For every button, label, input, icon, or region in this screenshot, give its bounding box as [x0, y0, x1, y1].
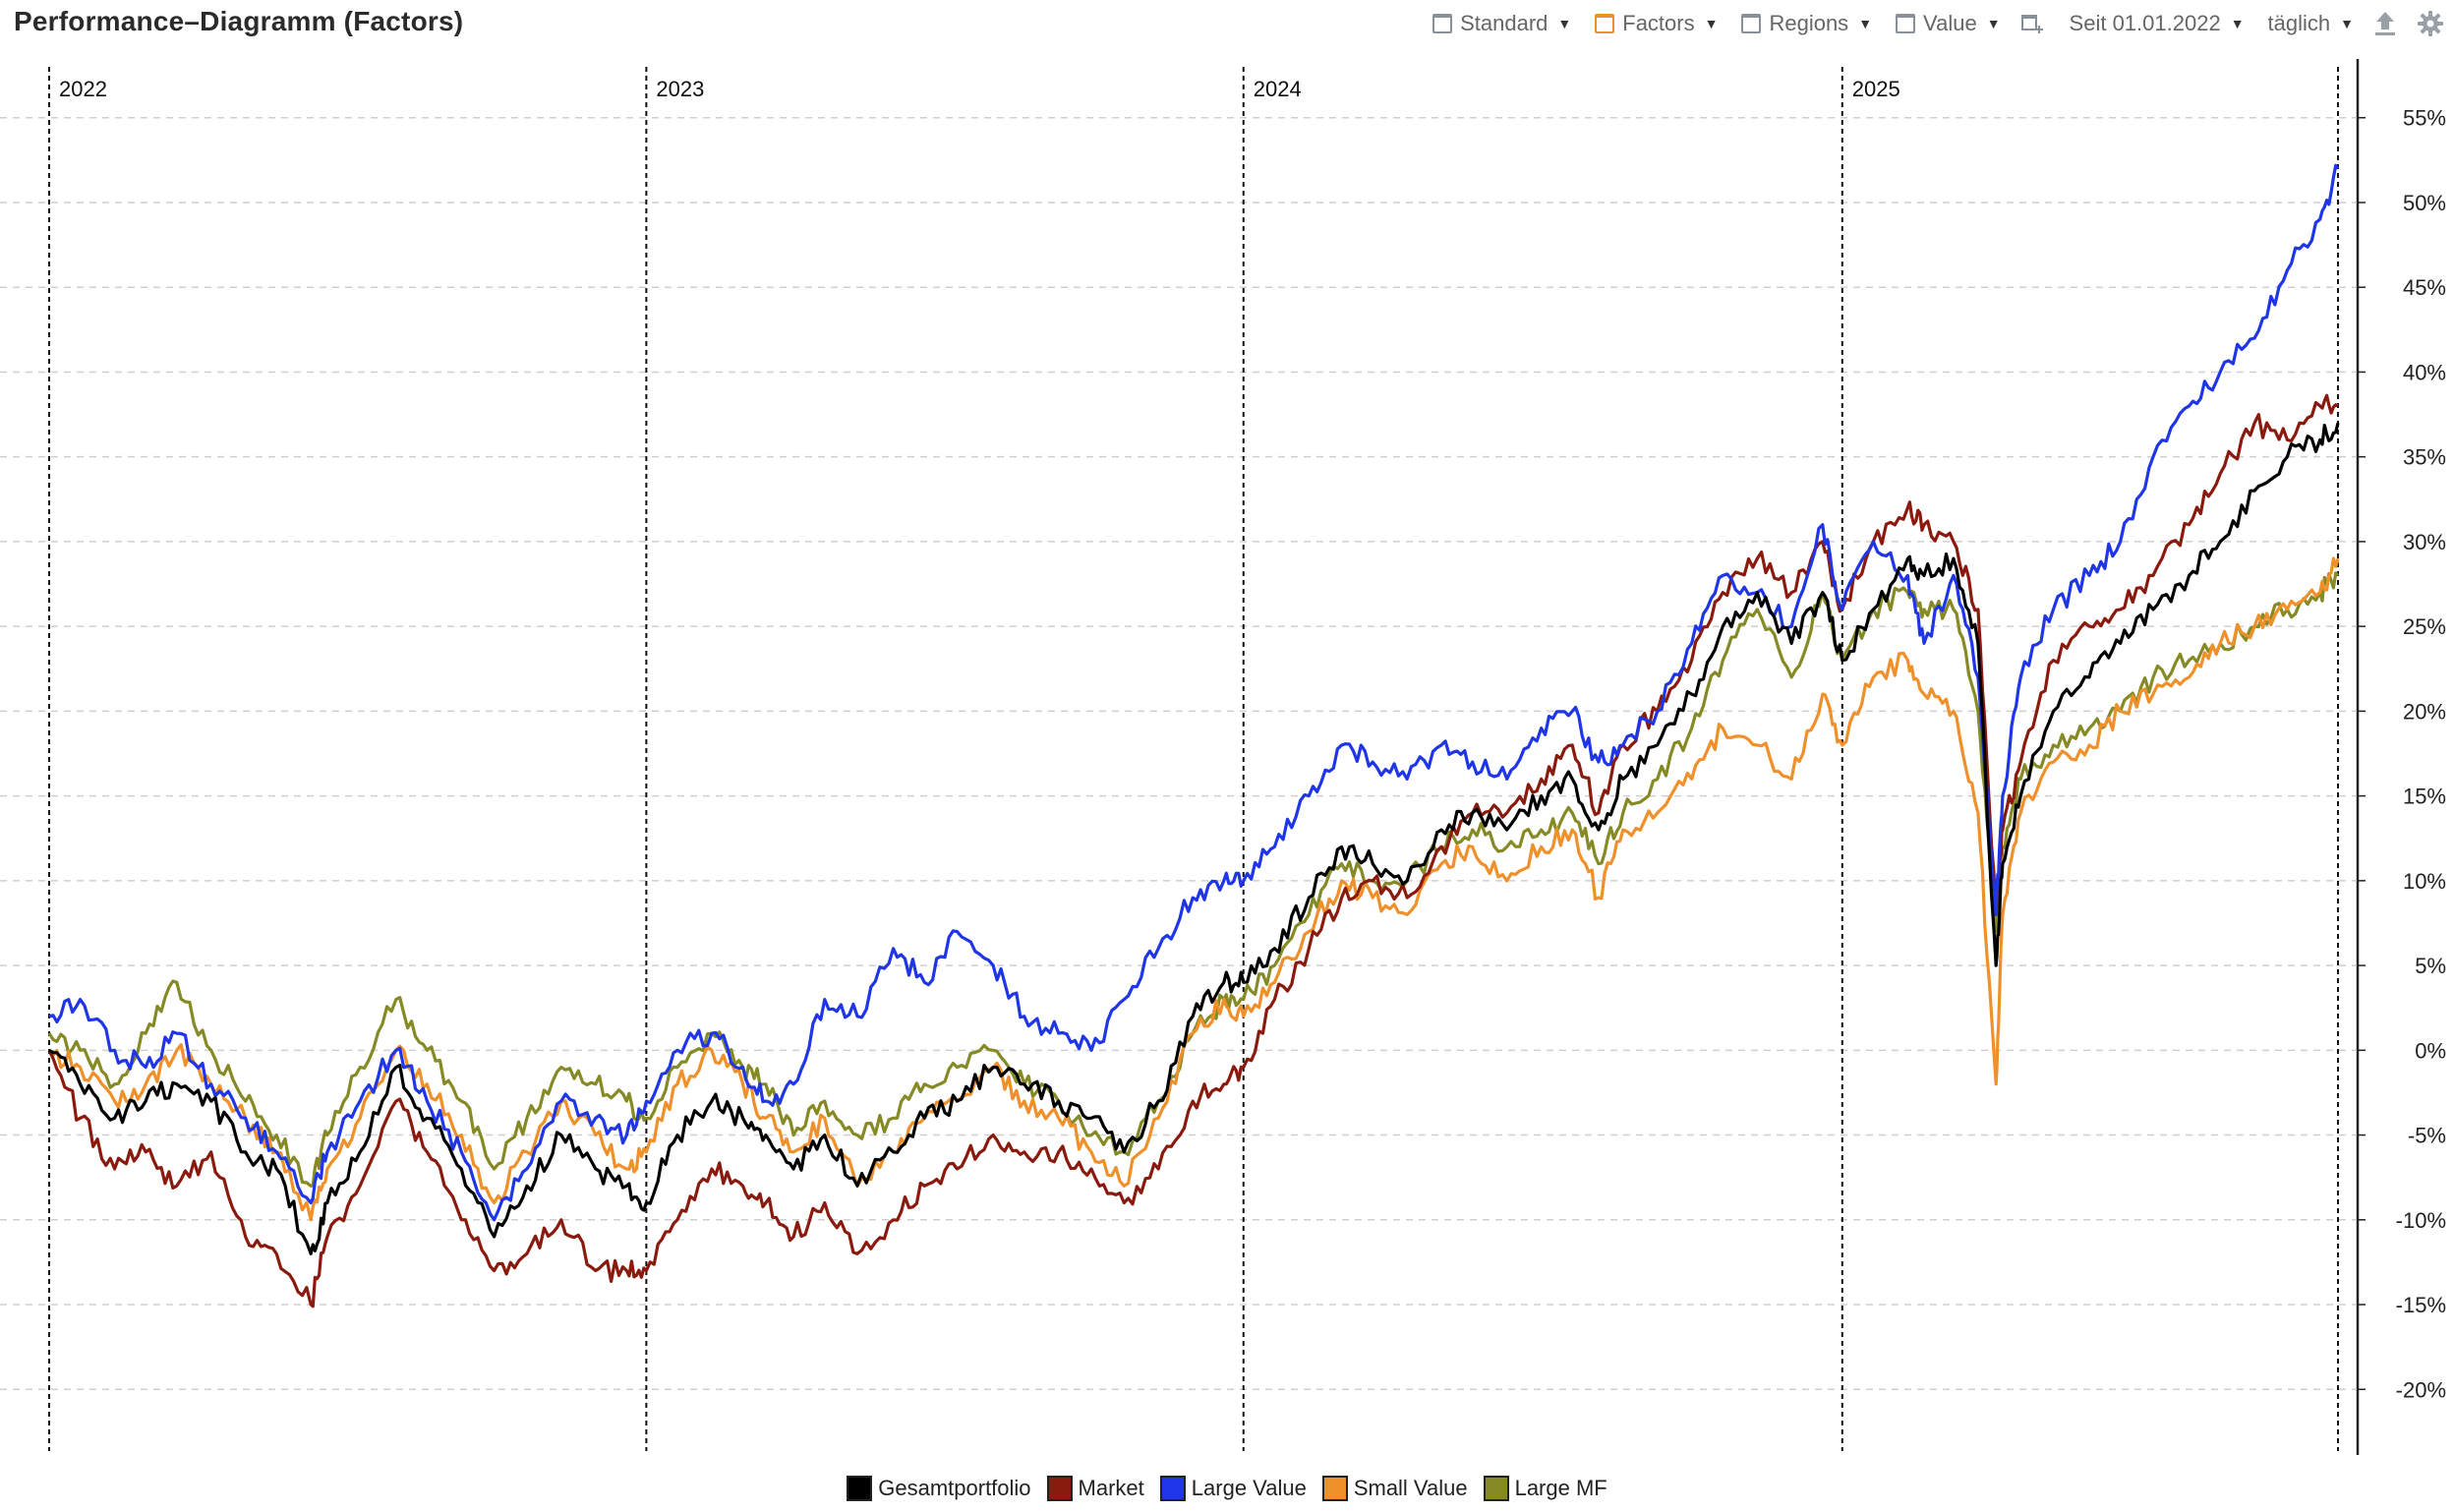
y-tick-label: 30%: [2403, 530, 2446, 554]
value-label: Value: [1923, 11, 1977, 35]
legend-item-small-value[interactable]: Small Value: [1321, 1476, 1468, 1501]
year-label: 2022: [59, 77, 107, 101]
legend-label-large-mf: Large MF: [1514, 1476, 1607, 1500]
y-tick-label: 55%: [2403, 106, 2446, 131]
chevron-down-icon: ▼: [2340, 16, 2354, 31]
value-checkbox-icon: [1896, 14, 1916, 33]
y-tick-label: -15%: [2396, 1293, 2446, 1317]
legend-swatch-large-mf: [1483, 1476, 1509, 1501]
y-tick-label: 35%: [2403, 445, 2446, 470]
value-dropdown[interactable]: Value ▼: [1896, 11, 2001, 36]
legend-item-large-value[interactable]: Large Value: [1159, 1476, 1307, 1501]
interval-label: täglich: [2267, 11, 2331, 35]
factors-dropdown[interactable]: Factors ▼: [1595, 11, 1718, 36]
regions-checkbox-icon: [1741, 14, 1762, 33]
y-tick-label: -20%: [2396, 1377, 2446, 1402]
chevron-down-icon: ▼: [2230, 16, 2245, 31]
legend: Gesamtportfolio Market Large Value Small…: [0, 1471, 2454, 1506]
chevron-down-icon: ▼: [1986, 16, 2001, 31]
standard-checkbox-icon: [1432, 14, 1453, 33]
legend-label-large-value: Large Value: [1191, 1476, 1307, 1500]
y-tick-label: 5%: [2415, 954, 2446, 978]
legend-item-market[interactable]: Market: [1046, 1476, 1144, 1501]
interval-dropdown[interactable]: täglich ▼: [2268, 11, 2354, 36]
regions-label: Regions: [1769, 11, 1849, 35]
year-label: 2024: [1254, 77, 1302, 101]
chevron-down-icon: ▼: [1557, 16, 1572, 31]
add-chart-icon[interactable]: [2018, 10, 2046, 37]
page-title: Performance–Diagramm (Factors): [14, 6, 464, 36]
gear-icon[interactable]: [2417, 10, 2444, 37]
legend-swatch-small-value: [1321, 1476, 1348, 1501]
y-tick-label: 40%: [2403, 360, 2446, 384]
legend-label-gesamtportfolio: Gesamtportfolio: [878, 1476, 1031, 1500]
year-label: 2023: [656, 77, 704, 101]
legend-swatch-gesamtportfolio: [847, 1476, 873, 1501]
y-tick-label: 10%: [2403, 869, 2446, 894]
toolbar: Standard ▼ Factors ▼ Regions ▼ Value ▼ S: [1409, 4, 2444, 43]
y-tick-label: 15%: [2403, 785, 2446, 809]
since-date-label: Seit 01.01.2022: [2069, 11, 2221, 35]
legend-label-small-value: Small Value: [1353, 1476, 1468, 1500]
y-tick-label: 45%: [2403, 275, 2446, 300]
standard-label: Standard: [1460, 11, 1548, 35]
performance-chart: -20% -15% -10% -5% 0% 5% 10% 15% 20% 25% 30% 35% 40%…: [0, 59, 2446, 1455]
chevron-down-icon: ▼: [1704, 16, 1719, 31]
y-tick-label: 20%: [2403, 699, 2446, 724]
legend-item-gesamtportfolio[interactable]: Gesamtportfolio: [847, 1476, 1031, 1501]
export-icon[interactable]: [2371, 10, 2399, 37]
y-tick-label: -5%: [2408, 1124, 2446, 1148]
chevron-down-icon: ▼: [1858, 16, 1873, 31]
standard-dropdown[interactable]: Standard ▼: [1432, 11, 1571, 36]
y-tick-label: 0%: [2415, 1038, 2446, 1063]
y-tick-label: 50%: [2403, 191, 2446, 215]
legend-item-large-mf[interactable]: Large MF: [1483, 1476, 1607, 1501]
y-tick-label: -10%: [2396, 1208, 2446, 1233]
since-date-dropdown[interactable]: Seit 01.01.2022 ▼: [2070, 11, 2245, 36]
legend-swatch-large-value: [1159, 1476, 1186, 1501]
factors-checkbox-icon: [1595, 14, 1615, 33]
regions-dropdown[interactable]: Regions ▼: [1741, 11, 1872, 36]
series-line-market: [47, 393, 2339, 1308]
chart-area: -20% -15% -10% -5% 0% 5% 10% 15% 20% 25% 30% 35% 40%…: [0, 59, 2454, 1455]
legend-swatch-market: [1046, 1476, 1073, 1501]
series-line-gesamtportfolio: [48, 422, 2340, 1255]
factors-label: Factors: [1622, 11, 1695, 35]
series-line-small-value: [47, 556, 2340, 1222]
y-tick-label: 25%: [2403, 614, 2446, 639]
year-label: 2025: [1852, 77, 1900, 101]
legend-label-market: Market: [1078, 1476, 1144, 1500]
